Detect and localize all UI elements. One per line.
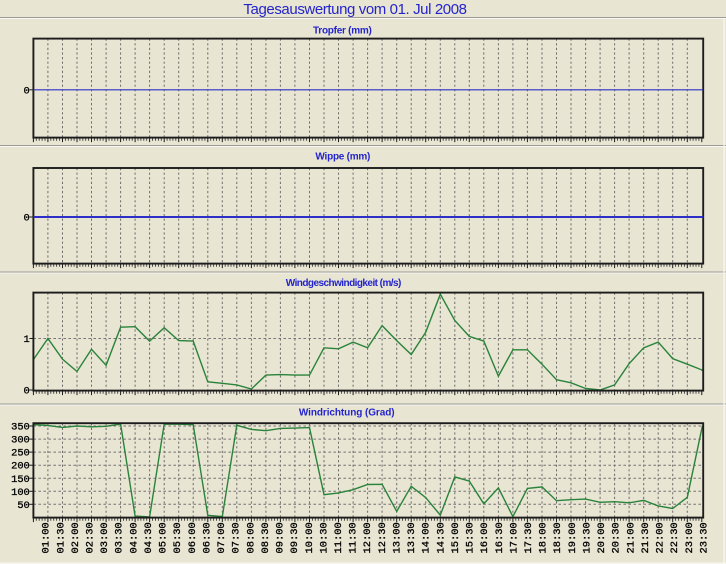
svg-text:15:00: 15:00: [450, 522, 462, 553]
svg-text:04:00: 04:00: [128, 522, 140, 553]
svg-text:02:00: 02:00: [70, 522, 82, 553]
svg-text:100: 100: [11, 487, 30, 499]
svg-text:01:30: 01:30: [55, 522, 67, 553]
svg-text:23:30: 23:30: [698, 522, 710, 553]
svg-text:0: 0: [24, 85, 30, 97]
svg-text:14:30: 14:30: [435, 522, 447, 553]
svg-text:02:30: 02:30: [85, 522, 97, 553]
svg-text:06:00: 06:00: [187, 522, 199, 553]
svg-text:21:00: 21:00: [625, 522, 637, 553]
svg-text:01:00: 01:00: [41, 522, 53, 553]
svg-text:05:00: 05:00: [158, 522, 170, 553]
svg-text:11:30: 11:30: [348, 522, 360, 553]
svg-text:05:30: 05:30: [172, 522, 184, 553]
svg-text:16:30: 16:30: [494, 522, 506, 553]
svg-text:Tagesauswertung vom 01. Jul 20: Tagesauswertung vom 01. Jul 2008: [243, 1, 466, 18]
svg-text:11:00: 11:00: [333, 522, 345, 553]
svg-text:22:30: 22:30: [669, 522, 681, 553]
svg-text:09:30: 09:30: [289, 522, 301, 553]
svg-text:12:00: 12:00: [362, 522, 374, 553]
svg-text:17:00: 17:00: [508, 522, 520, 553]
svg-text:03:00: 03:00: [99, 522, 111, 553]
svg-text:18:30: 18:30: [552, 522, 564, 553]
svg-text:50: 50: [17, 500, 29, 512]
svg-text:1: 1: [24, 334, 30, 346]
svg-text:14:00: 14:00: [421, 522, 433, 553]
svg-text:17:30: 17:30: [523, 522, 535, 553]
svg-text:09:00: 09:00: [275, 522, 287, 553]
svg-text:Wippe (mm): Wippe (mm): [315, 152, 370, 163]
svg-text:18:00: 18:00: [538, 522, 550, 553]
svg-text:12:30: 12:30: [377, 522, 389, 553]
svg-text:07:30: 07:30: [231, 522, 243, 553]
svg-text:08:30: 08:30: [260, 522, 272, 553]
svg-text:06:30: 06:30: [201, 522, 213, 553]
svg-text:21:30: 21:30: [640, 522, 652, 553]
svg-text:200: 200: [11, 461, 30, 473]
svg-text:19:30: 19:30: [582, 522, 594, 553]
svg-text:15:30: 15:30: [465, 522, 477, 553]
svg-text:16:00: 16:00: [479, 522, 491, 553]
svg-text:10:30: 10:30: [318, 522, 330, 553]
svg-text:10:00: 10:00: [304, 522, 316, 553]
svg-text:Windrichtung (Grad): Windrichtung (Grad): [299, 408, 395, 419]
svg-text:150: 150: [11, 474, 30, 486]
svg-text:19:00: 19:00: [567, 522, 579, 553]
svg-text:20:00: 20:00: [596, 522, 608, 553]
svg-text:0: 0: [24, 386, 30, 398]
svg-text:Windgeschwindigkeit (m/s): Windgeschwindigkeit (m/s): [286, 278, 401, 289]
svg-text:0: 0: [24, 213, 30, 225]
svg-text:07:00: 07:00: [216, 522, 228, 553]
svg-text:04:30: 04:30: [143, 522, 155, 553]
svg-text:03:30: 03:30: [114, 522, 126, 553]
svg-text:08:00: 08:00: [245, 522, 257, 553]
svg-text:Tropfer (mm): Tropfer (mm): [313, 25, 372, 36]
svg-text:13:00: 13:00: [392, 522, 404, 553]
svg-text:23:00: 23:00: [684, 522, 696, 553]
svg-text:22:00: 22:00: [655, 522, 667, 553]
svg-text:250: 250: [11, 448, 30, 460]
svg-text:350: 350: [11, 422, 30, 434]
svg-text:300: 300: [11, 435, 30, 447]
svg-text:13:30: 13:30: [406, 522, 418, 553]
svg-text:20:30: 20:30: [611, 522, 623, 553]
